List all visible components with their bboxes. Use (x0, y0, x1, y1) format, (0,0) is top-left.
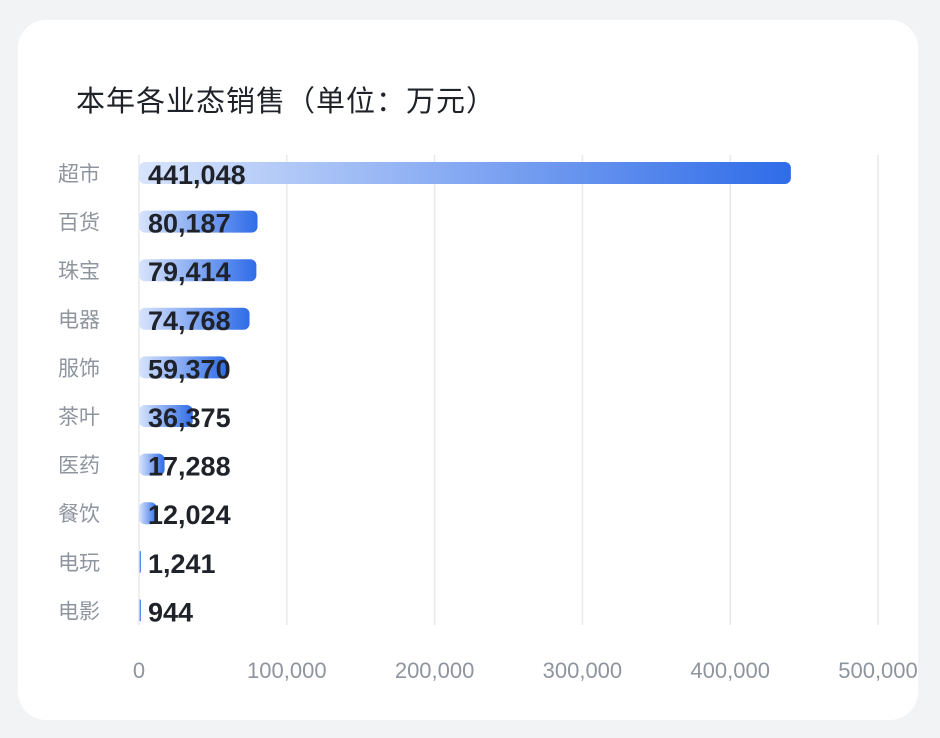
value-label: 1,241 (148, 549, 216, 579)
value-label: 12,024 (148, 500, 231, 530)
value-label: 36,375 (148, 403, 231, 433)
value-label: 74,768 (148, 306, 231, 336)
category-label: 电器 (58, 308, 100, 332)
bar (139, 259, 257, 282)
category-label: 百货 (58, 211, 100, 235)
bar (139, 599, 141, 622)
value-label: 80,187 (148, 209, 231, 239)
category-label: 茶叶 (58, 405, 100, 429)
value-label: 59,370 (148, 354, 231, 384)
value-label: 944 (148, 597, 193, 627)
bar (139, 210, 258, 233)
category-label: 医药 (58, 454, 100, 478)
bar (139, 550, 141, 573)
x-tick-label: 300,000 (543, 658, 623, 683)
x-tick-label: 500,000 (838, 658, 918, 683)
x-tick-label: 200,000 (395, 658, 475, 683)
value-label: 441,048 (148, 160, 246, 190)
x-tick-label: 100,000 (247, 658, 327, 683)
bar (139, 502, 157, 525)
bar (139, 307, 250, 330)
category-label: 珠宝 (58, 259, 100, 283)
bar (139, 162, 791, 184)
x-tick-label: 400,000 (690, 658, 770, 683)
bar (139, 356, 227, 379)
bar (139, 453, 165, 476)
value-label: 79,414 (148, 257, 231, 287)
category-label: 餐饮 (58, 502, 100, 526)
chart-title: 本年各业态销售（单位：万元） (76, 84, 497, 118)
category-label: 电玩 (58, 551, 100, 575)
category-label: 电影 (58, 599, 100, 623)
category-label: 服饰 (58, 356, 100, 380)
category-label: 超市 (58, 162, 100, 186)
bar (139, 405, 193, 427)
value-label: 17,288 (148, 452, 231, 482)
x-tick-label: 0 (133, 658, 145, 683)
